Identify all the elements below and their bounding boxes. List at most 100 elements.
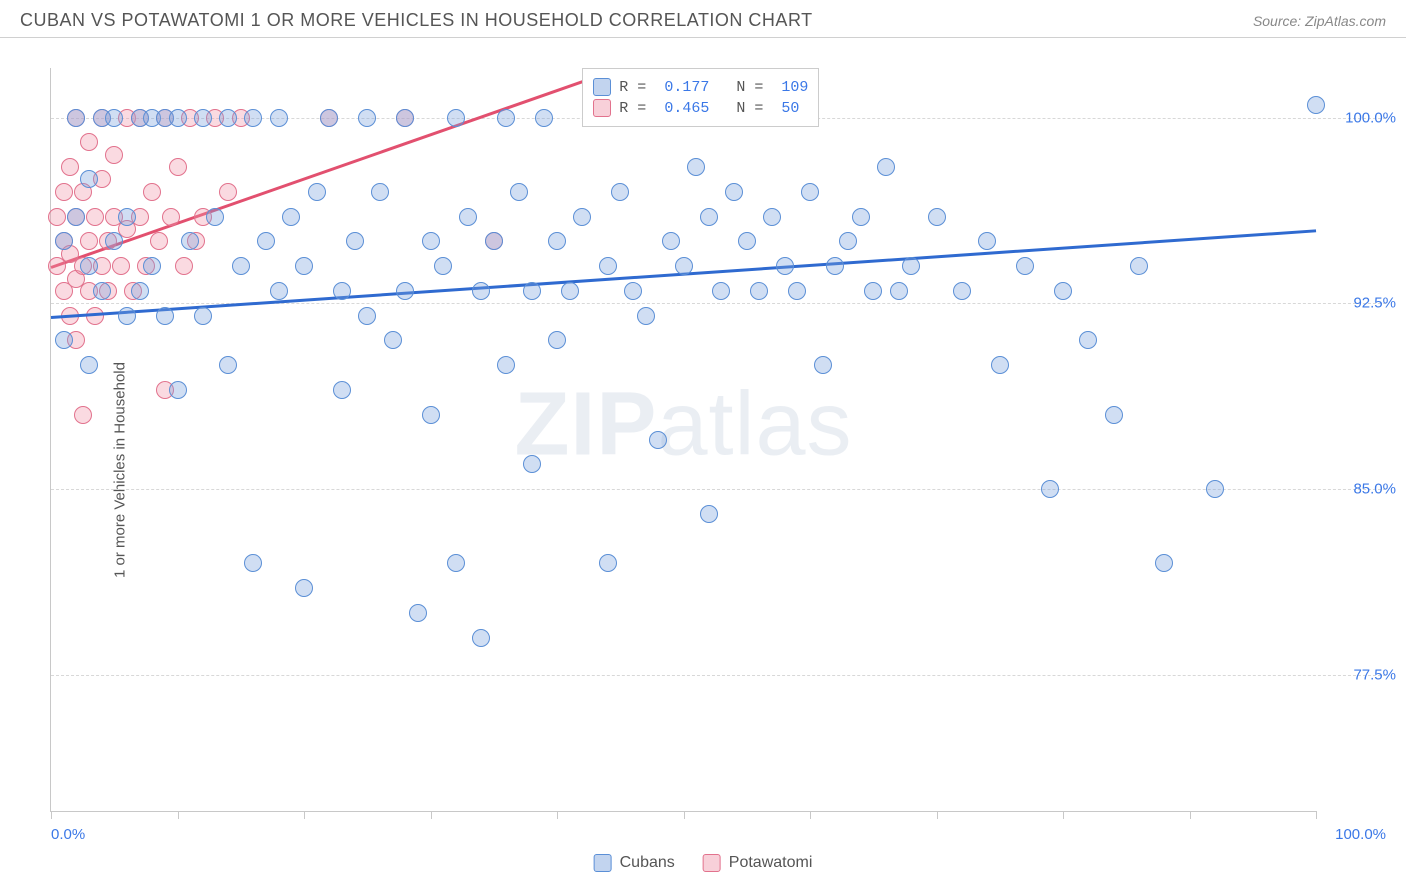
cubans-point — [55, 331, 73, 349]
cubans-point — [358, 109, 376, 127]
cubans-point — [1079, 331, 1097, 349]
cubans-point — [637, 307, 655, 325]
x-tick — [1316, 811, 1317, 819]
y-tick-label: 85.0% — [1326, 481, 1396, 498]
y-tick-label: 100.0% — [1326, 109, 1396, 126]
cubans-point — [1307, 96, 1325, 114]
cubans-point — [700, 208, 718, 226]
cubans-point — [624, 282, 642, 300]
cubans-point — [510, 183, 528, 201]
cubans-point — [105, 232, 123, 250]
x-tick — [557, 811, 558, 819]
legend-swatch — [593, 99, 611, 117]
potawatomi-point — [55, 183, 73, 201]
cubans-point — [472, 629, 490, 647]
cubans-point — [244, 109, 262, 127]
cubans-point — [93, 282, 111, 300]
potawatomi-point — [143, 183, 161, 201]
potawatomi-point — [61, 158, 79, 176]
legend-swatch — [593, 78, 611, 96]
cubans-point — [219, 109, 237, 127]
x-tick — [51, 811, 52, 819]
x-tick — [810, 811, 811, 819]
cubans-point — [384, 331, 402, 349]
x-max-label: 100.0% — [1335, 826, 1386, 843]
legend-item: Potawatomi — [703, 854, 813, 872]
x-tick — [304, 811, 305, 819]
cubans-point — [978, 232, 996, 250]
cubans-point — [169, 381, 187, 399]
cubans-point — [371, 183, 389, 201]
cubans-point — [599, 554, 617, 572]
cubans-point — [662, 232, 680, 250]
cubans-point — [282, 208, 300, 226]
potawatomi-point — [74, 406, 92, 424]
potawatomi-point — [162, 208, 180, 226]
cubans-point — [67, 208, 85, 226]
potawatomi-point — [219, 183, 237, 201]
potawatomi-point — [105, 146, 123, 164]
cubans-point — [333, 282, 351, 300]
cubans-point — [143, 257, 161, 275]
cubans-point — [548, 232, 566, 250]
legend-text: R = 0.465 N = 50 — [619, 100, 799, 117]
cubans-point — [712, 282, 730, 300]
gridline — [51, 489, 1386, 490]
cubans-point — [434, 257, 452, 275]
y-tick-label: 92.5% — [1326, 295, 1396, 312]
cubans-point — [497, 109, 515, 127]
cubans-point — [333, 381, 351, 399]
legend-item: Cubans — [594, 854, 675, 872]
cubans-point — [788, 282, 806, 300]
x-tick — [431, 811, 432, 819]
x-min-label: 0.0% — [51, 826, 85, 843]
x-tick — [178, 811, 179, 819]
cubans-point — [852, 208, 870, 226]
cubans-point — [409, 604, 427, 622]
cubans-point — [181, 232, 199, 250]
plot-region: ZIPatlas 77.5%85.0%92.5%100.0%0.0%100.0%… — [50, 68, 1316, 812]
cubans-point — [447, 554, 465, 572]
chart-header: CUBAN VS POTAWATOMI 1 OR MORE VEHICLES I… — [0, 0, 1406, 38]
potawatomi-point — [80, 133, 98, 151]
cubans-point — [814, 356, 832, 374]
cubans-point — [295, 579, 313, 597]
chart-title: CUBAN VS POTAWATOMI 1 OR MORE VEHICLES I… — [20, 10, 813, 31]
legend-bottom: Cubans Potawatomi — [594, 854, 813, 872]
cubans-point — [738, 232, 756, 250]
cubans-point — [194, 109, 212, 127]
x-tick — [937, 811, 938, 819]
legend-swatch — [703, 854, 721, 872]
cubans-point — [1130, 257, 1148, 275]
chart-source: Source: ZipAtlas.com — [1253, 13, 1386, 29]
legend-text: R = 0.177 N = 109 — [619, 79, 808, 96]
cubans-point — [194, 307, 212, 325]
cubans-point — [687, 158, 705, 176]
cubans-point — [257, 232, 275, 250]
cubans-point — [890, 282, 908, 300]
cubans-point — [561, 282, 579, 300]
cubans-point — [1041, 480, 1059, 498]
cubans-point — [118, 307, 136, 325]
legend-label: Cubans — [620, 854, 675, 872]
cubans-point — [447, 109, 465, 127]
cubans-point — [599, 257, 617, 275]
cubans-point — [156, 307, 174, 325]
cubans-point — [801, 183, 819, 201]
cubans-point — [675, 257, 693, 275]
gridline — [51, 675, 1386, 676]
cubans-point — [485, 232, 503, 250]
potawatomi-point — [86, 208, 104, 226]
cubans-point — [346, 232, 364, 250]
y-tick-label: 77.5% — [1326, 666, 1396, 683]
potawatomi-point — [150, 232, 168, 250]
cubans-point — [1105, 406, 1123, 424]
cubans-point — [1206, 480, 1224, 498]
cubans-point — [80, 356, 98, 374]
x-tick — [1190, 811, 1191, 819]
cubans-point — [763, 208, 781, 226]
cubans-point — [523, 282, 541, 300]
cubans-point — [776, 257, 794, 275]
cubans-point — [358, 307, 376, 325]
cubans-point — [953, 282, 971, 300]
